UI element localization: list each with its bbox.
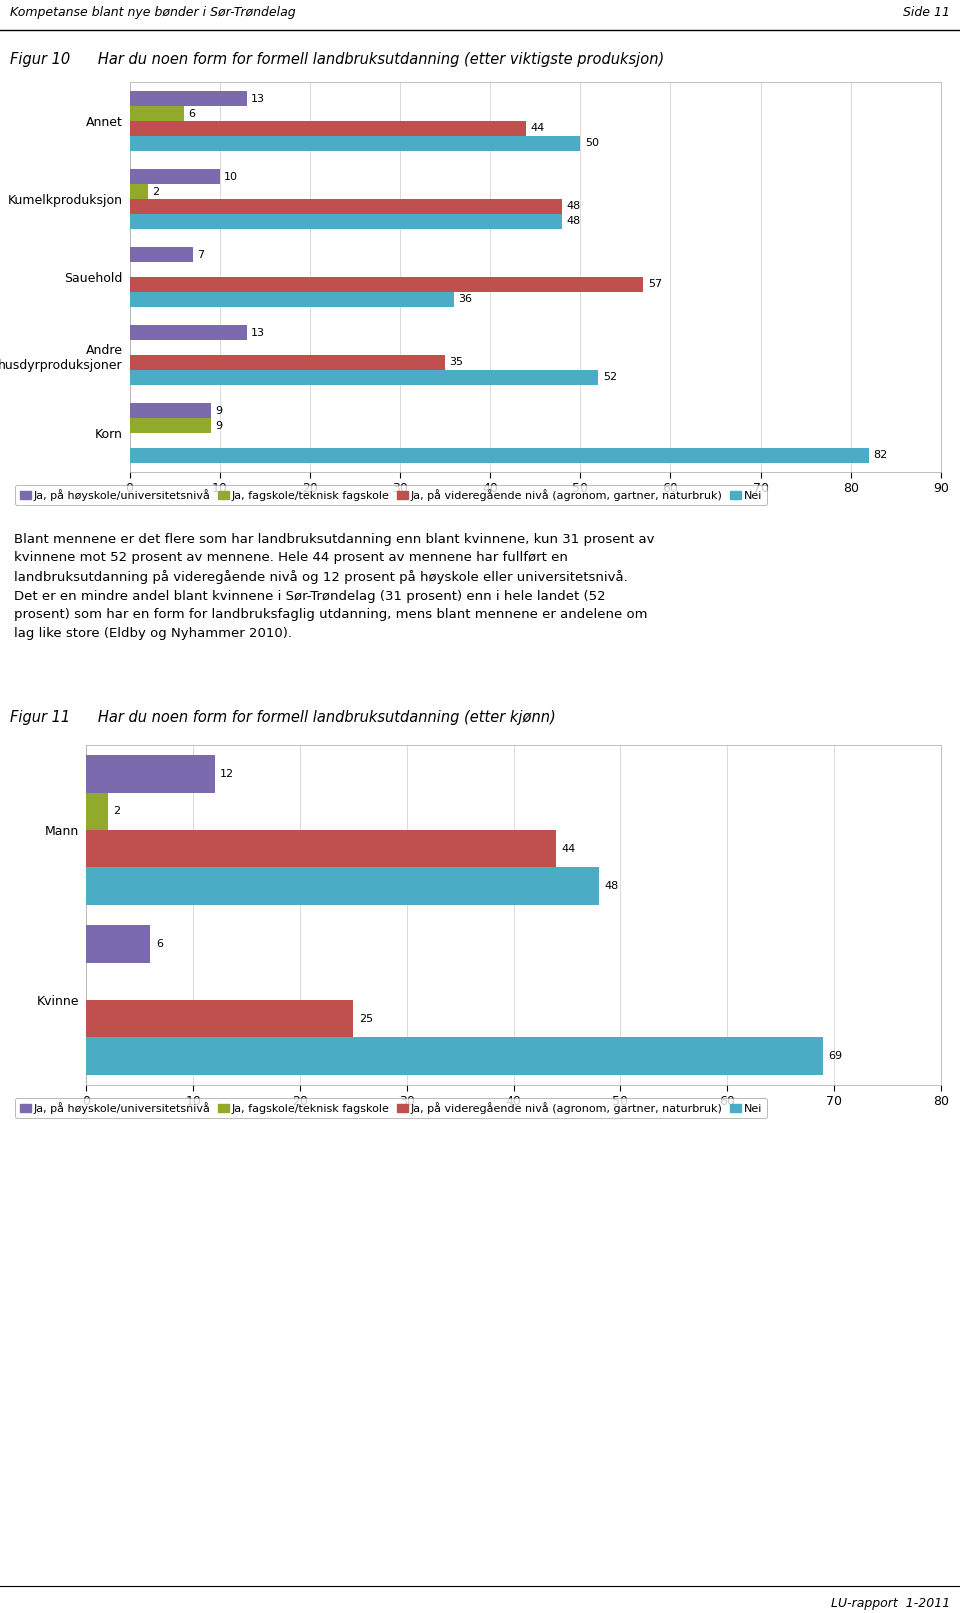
Text: 52: 52	[603, 373, 617, 382]
Text: 12: 12	[220, 769, 234, 779]
Text: 35: 35	[449, 358, 464, 368]
Bar	[130, 215, 563, 229]
Bar	[130, 292, 454, 306]
Text: 13: 13	[252, 327, 265, 337]
Bar	[86, 1000, 353, 1037]
Text: 7: 7	[197, 250, 204, 260]
Text: 57: 57	[648, 279, 662, 289]
Text: 48: 48	[605, 881, 618, 890]
Text: Blant mennene er det flere som har landbruksutdanning enn blant kvinnene, kun 31: Blant mennene er det flere som har landb…	[14, 532, 655, 640]
Bar	[86, 831, 556, 868]
Text: 36: 36	[459, 294, 472, 305]
Bar	[130, 355, 445, 369]
Text: 10: 10	[225, 171, 238, 182]
Bar	[130, 135, 580, 150]
Text: 44: 44	[531, 124, 545, 134]
Text: 9: 9	[215, 406, 223, 416]
Text: Kompetanse blant nye bønder i Sør-Trøndelag: Kompetanse blant nye bønder i Sør-Trønde…	[10, 6, 296, 19]
Text: LU-rapport  1-2011: LU-rapport 1-2011	[831, 1597, 950, 1610]
Text: Figur 10      Har du noen form for formell landbruksutdanning (etter viktigste p: Figur 10 Har du noen form for formell la…	[10, 52, 664, 68]
Text: Figur 11      Har du noen form for formell landbruksutdanning (etter kjønn): Figur 11 Har du noen form for formell la…	[10, 710, 555, 726]
Text: 9: 9	[215, 421, 223, 431]
Bar	[130, 326, 247, 340]
Bar	[130, 403, 211, 418]
Bar	[130, 369, 598, 384]
Legend: Ja, på høyskole/universitetsnivå, Ja, fagskole/teknisk fagskole, Ja, på videregå: Ja, på høyskole/universitetsnivå, Ja, fa…	[15, 1097, 767, 1118]
Legend: Ja, på høyskole/universitetsnivå, Ja, fagskole/teknisk fagskole, Ja, på videregå: Ja, på høyskole/universitetsnivå, Ja, fa…	[15, 484, 767, 505]
Bar	[130, 184, 148, 198]
Bar	[130, 169, 220, 184]
Bar	[86, 792, 108, 831]
Bar	[86, 755, 215, 792]
Text: 6: 6	[188, 108, 195, 119]
Text: 48: 48	[566, 216, 581, 226]
Bar	[130, 198, 563, 215]
Text: Side 11: Side 11	[903, 6, 950, 19]
Bar	[86, 868, 599, 905]
Bar	[86, 926, 151, 963]
Bar	[130, 121, 526, 135]
Text: 82: 82	[874, 450, 887, 460]
Text: 13: 13	[252, 94, 265, 103]
Bar	[130, 418, 211, 432]
Bar	[130, 92, 247, 106]
Text: 2: 2	[152, 187, 159, 197]
Text: 44: 44	[562, 844, 576, 853]
Text: 69: 69	[828, 1052, 843, 1061]
Text: 48: 48	[566, 202, 581, 211]
Bar	[130, 448, 869, 463]
Bar	[130, 277, 643, 292]
Text: 25: 25	[359, 1013, 372, 1024]
Text: 2: 2	[113, 806, 120, 816]
Bar	[130, 106, 183, 121]
Bar	[130, 247, 193, 263]
Text: 6: 6	[156, 939, 163, 948]
Bar	[86, 1037, 824, 1074]
Text: 50: 50	[585, 139, 599, 148]
